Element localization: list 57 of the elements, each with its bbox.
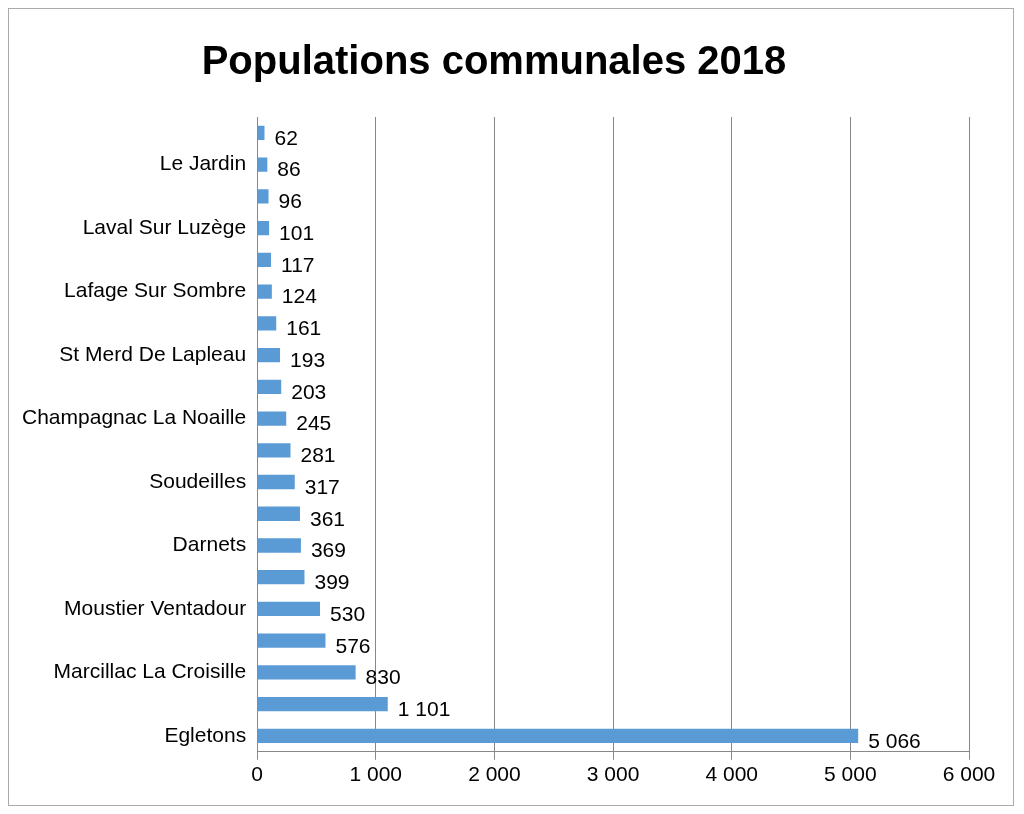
bar	[257, 347, 281, 363]
bar	[257, 633, 326, 648]
data-label: 5 066	[868, 728, 921, 752]
x-tick-label: 5 000	[824, 762, 877, 786]
data-label: 281	[300, 443, 336, 467]
data-label: 317	[304, 474, 340, 498]
data-label: 830	[365, 665, 401, 689]
bar	[257, 411, 287, 426]
y-tick-label: Le Jardin	[159, 151, 247, 175]
bar	[257, 157, 268, 172]
x-tick-label: 0	[251, 762, 263, 786]
data-label: 86	[277, 157, 301, 181]
y-tick-label: Marcillac La Croisille	[53, 659, 247, 683]
bar	[257, 252, 272, 267]
data-label: 1 101	[397, 696, 451, 720]
bar	[257, 220, 270, 236]
bar	[257, 601, 321, 617]
bar	[257, 506, 300, 521]
x-tick-label: 1 000	[349, 762, 403, 786]
y-tick-label: Lafage Sur Sombre	[64, 278, 247, 302]
bar	[257, 316, 277, 331]
bar	[257, 189, 269, 204]
x-tick-label: 2 000	[468, 762, 521, 786]
data-label: 117	[281, 252, 315, 276]
y-tick-label: Egletons	[164, 722, 247, 746]
bar	[257, 728, 859, 744]
data-label: 203	[291, 379, 327, 403]
data-label: 193	[290, 347, 326, 371]
data-label: 245	[296, 411, 332, 435]
x-tick-label: 6 000	[942, 762, 996, 786]
y-tick-label: Laval Sur Luzège	[82, 214, 247, 238]
data-label: 576	[335, 633, 371, 657]
x-tick-label: 3 000	[586, 762, 640, 786]
data-label: 399	[314, 570, 350, 594]
y-tick-label: St Merd De Lapleau	[59, 341, 247, 365]
data-label: 530	[330, 601, 366, 625]
bar	[257, 379, 282, 394]
data-label: 369	[310, 538, 346, 562]
data-label: 96	[278, 189, 302, 213]
bar	[257, 443, 291, 458]
bar	[257, 665, 356, 680]
y-tick-label: Moustier Ventadour	[64, 595, 247, 619]
data-label: 361	[309, 506, 346, 530]
y-tick-label: Darnets	[172, 532, 247, 556]
chart-title: Populations communales 2018	[201, 38, 787, 83]
bar	[257, 284, 272, 299]
bar	[257, 697, 388, 712]
bar	[257, 538, 301, 553]
x-tick-label: 4 000	[705, 762, 758, 786]
y-tick-label: Soudeilles	[149, 468, 247, 492]
data-label: 62	[274, 125, 298, 149]
y-tick-label: Champagnac La Noaille	[22, 405, 247, 429]
data-label: 161	[286, 316, 322, 340]
bar	[257, 570, 305, 585]
bar	[257, 474, 295, 490]
data-label: 124	[281, 284, 318, 308]
data-label: 101	[279, 220, 315, 244]
